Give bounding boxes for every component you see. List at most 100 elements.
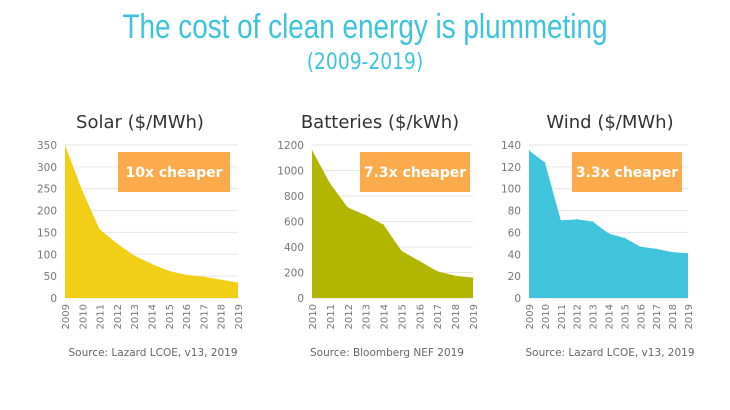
- x-tick-label: 2016: [415, 304, 426, 329]
- y-tick-label: 250: [37, 184, 57, 196]
- x-tick-label: 2013: [589, 304, 600, 329]
- area-series: [65, 145, 238, 298]
- y-tick-label: 100: [501, 184, 521, 196]
- badge-label: 10x cheaper: [125, 165, 222, 181]
- page-subtitle: (2009-2019): [306, 50, 424, 75]
- x-tick-label: 2016: [636, 304, 647, 329]
- badge: [360, 152, 470, 192]
- data-point: [418, 260, 420, 262]
- x-tick-label: 2014: [380, 304, 391, 329]
- chart-title: Batteries ($/kWh): [301, 112, 459, 133]
- data-point: [623, 237, 625, 239]
- x-tick-label: 2011: [96, 304, 107, 329]
- x-tick-label: 2017: [199, 304, 210, 329]
- x-tick-label: 2013: [362, 304, 373, 329]
- badge: [572, 152, 682, 192]
- y-tick-label: 0: [514, 293, 521, 305]
- x-tick-label: 2015: [165, 304, 176, 329]
- data-point: [64, 144, 66, 146]
- data-point: [347, 206, 349, 208]
- x-tick-label: 2018: [668, 304, 679, 329]
- area-series: [312, 150, 473, 298]
- area-series: [529, 150, 688, 298]
- y-tick-label: 80: [508, 206, 521, 218]
- x-tick-label: 2018: [451, 304, 462, 329]
- data-point: [436, 270, 438, 272]
- page-title: The cost of clean energy is plummeting: [122, 8, 608, 46]
- x-tick-label: 2012: [344, 304, 355, 329]
- x-tick-label: 2019: [684, 304, 695, 329]
- data-point: [687, 252, 689, 254]
- x-tick-label: 2015: [620, 304, 631, 329]
- x-tick-label: 2019: [469, 304, 480, 329]
- data-point: [576, 218, 578, 220]
- badge-label: 7.3x cheaper: [364, 165, 466, 181]
- badge: [118, 152, 230, 192]
- source-note: Source: Lazard LCOE, v13, 2019: [68, 347, 237, 359]
- chart-title: Solar ($/MWh): [76, 112, 204, 133]
- y-tick-label: 20: [508, 271, 521, 283]
- x-tick-label: 2010: [541, 304, 552, 329]
- x-tick-label: 2015: [397, 304, 408, 329]
- data-point: [655, 248, 657, 250]
- data-point: [454, 275, 456, 277]
- y-tick-label: 40: [508, 249, 521, 261]
- y-tick-label: 150: [37, 227, 57, 239]
- x-tick-label: 2012: [113, 304, 124, 329]
- x-tick-label: 2012: [573, 304, 584, 329]
- x-tick-label: 2013: [130, 304, 141, 329]
- y-tick-label: 60: [508, 227, 521, 239]
- x-tick-label: 2009: [525, 304, 536, 329]
- data-point: [133, 255, 135, 257]
- data-point: [383, 224, 385, 226]
- data-point: [116, 242, 118, 244]
- x-tick-label: 2014: [148, 304, 159, 329]
- data-point: [311, 149, 313, 151]
- y-tick-label: 400: [284, 242, 304, 254]
- chart-1: Batteries ($/kWh) 0 200 400 600 800 1000 1200 20…: [277, 112, 480, 359]
- y-tick-label: 50: [44, 271, 57, 283]
- y-tick-label: 800: [284, 191, 304, 203]
- data-point: [220, 279, 222, 281]
- source-note: Source: Bloomberg NEF 2019: [310, 347, 464, 359]
- x-tick-label: 2018: [217, 304, 228, 329]
- data-point: [608, 233, 609, 235]
- x-tick-label: 2017: [652, 304, 663, 329]
- data-point: [560, 219, 562, 221]
- y-tick-label: 0: [50, 293, 57, 305]
- y-tick-label: 140: [501, 140, 521, 152]
- data-point: [202, 276, 204, 278]
- y-tick-label: 1000: [277, 166, 304, 178]
- x-tick-label: 2016: [182, 304, 193, 329]
- x-tick-label: 2017: [433, 304, 444, 329]
- x-tick-label: 2010: [78, 304, 89, 329]
- x-tick-label: 2019: [234, 304, 245, 329]
- chart-title: Wind ($/MWh): [546, 112, 673, 133]
- y-tick-label: 120: [501, 162, 521, 174]
- data-point: [400, 250, 402, 252]
- data-point: [168, 270, 170, 272]
- data-point: [671, 251, 673, 253]
- y-tick-label: 0: [297, 293, 304, 305]
- x-tick-label: 2010: [308, 304, 319, 329]
- data-point: [99, 228, 101, 230]
- y-tick-label: 1200: [277, 140, 304, 152]
- y-tick-label: 350: [37, 140, 57, 152]
- chart-0: Solar ($/MWh) 0 50 100 150 200 250 300 350 2009 20…: [37, 112, 245, 359]
- data-point: [544, 161, 546, 163]
- y-tick-label: 600: [284, 217, 304, 229]
- data-point: [365, 214, 367, 216]
- y-tick-label: 100: [37, 249, 57, 261]
- data-point: [592, 221, 594, 222]
- y-tick-label: 300: [37, 162, 57, 174]
- data-point: [81, 190, 83, 192]
- data-point: [151, 263, 152, 265]
- y-tick-label: 200: [37, 206, 57, 218]
- x-tick-label: 2014: [605, 304, 616, 329]
- data-point: [639, 246, 641, 248]
- x-tick-label: 2011: [326, 304, 337, 329]
- x-tick-label: 2009: [61, 304, 72, 329]
- chart-2: Wind ($/MWh) 0 20 40 60 80 100 120 140 2009 2010 20…: [501, 112, 695, 359]
- data-point: [329, 182, 331, 184]
